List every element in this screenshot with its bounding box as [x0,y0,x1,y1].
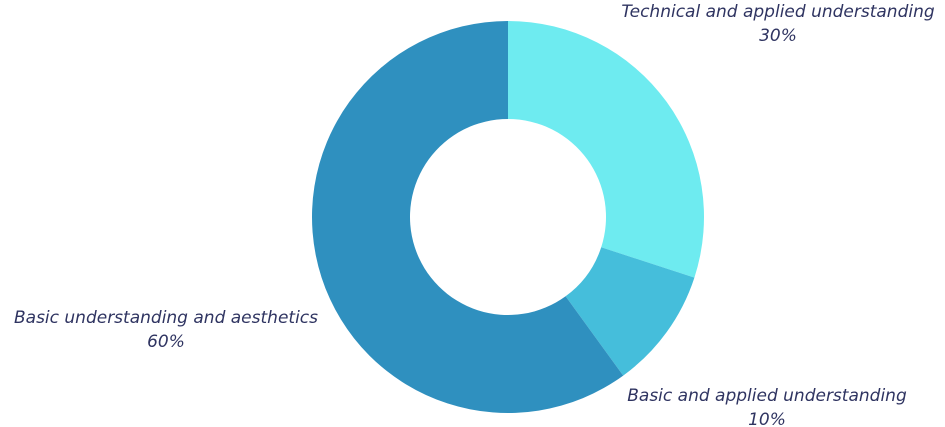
donut-slice [565,247,695,376]
slice-value-label: 10% [748,410,786,427]
slice-label: Basic and applied understanding [627,386,907,406]
slice-value-label: 30% [759,26,797,46]
slice-label: Basic understanding and aesthetics [14,308,318,328]
donut-slice [311,21,624,414]
slice-label: Technical and applied understanding [621,2,935,22]
donut-slice [508,21,705,278]
slice-value-label: 60% [147,332,185,352]
